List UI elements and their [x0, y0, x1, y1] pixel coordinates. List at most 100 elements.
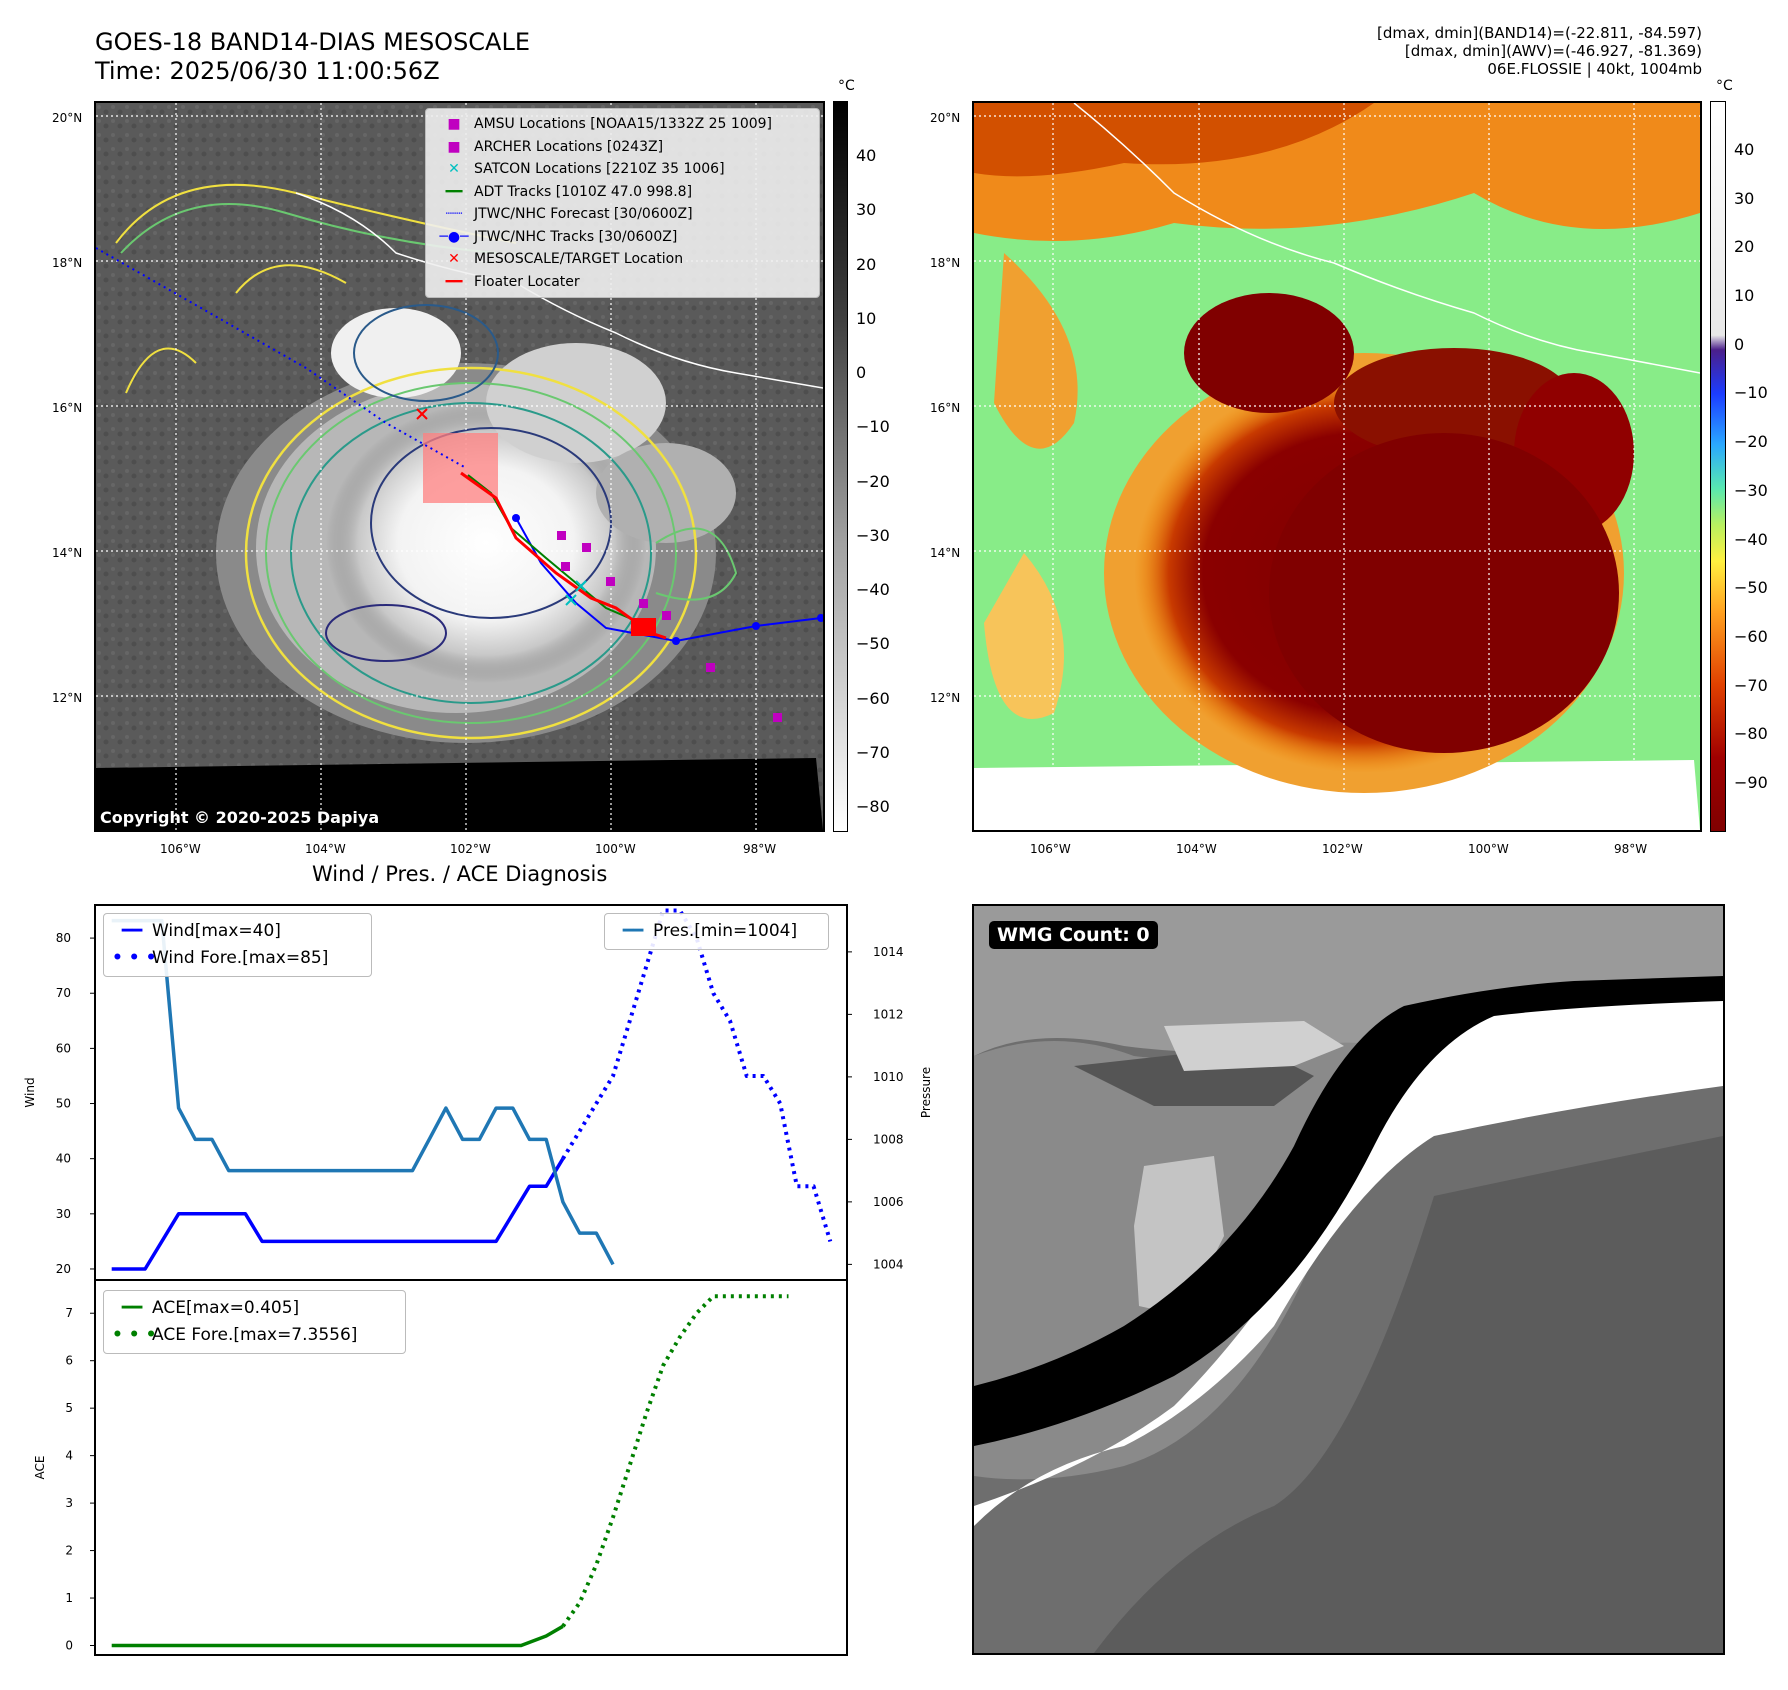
- lat-label-r-14: 14°N: [930, 546, 961, 560]
- ace-ytick-label: 7: [65, 1306, 73, 1320]
- colorbar-left: [833, 101, 848, 832]
- series-line-ace: [111, 1624, 564, 1648]
- colorbar-right-tick: −50: [1734, 578, 1768, 598]
- colorbar-right-tick: −90: [1734, 773, 1768, 792]
- pres-ytick-label: 1014: [873, 945, 904, 959]
- colorbar-right-tick: −40: [1734, 529, 1768, 549]
- pres-legend: ━━ Pres.[min=1004]: [604, 913, 829, 950]
- colorbar-right-tick: 40: [1734, 140, 1755, 159]
- colorbar-right-tick: −60: [1734, 626, 1768, 646]
- legend-jtwc: ─●─ JTWC/NHC Tracks [30/0600Z]: [439, 228, 678, 245]
- wind-ytick-label: 50: [56, 1097, 71, 1111]
- pres-ytick-label: 1012: [873, 1007, 904, 1021]
- colorbar-right: [1710, 101, 1726, 832]
- colorbar-right-tick: −70: [1734, 675, 1768, 695]
- awv-map-image: [974, 103, 1700, 830]
- colorbar-right-tick: −20: [1734, 432, 1768, 452]
- info-block: [dmax, dmin](BAND14)=(-22.811, -84.597) …: [1377, 24, 1702, 78]
- wind-legend: ━━ Wind[max=40] • • • Wind Fore.[max=85]: [103, 913, 372, 977]
- lat-label-18: 18°N: [52, 256, 83, 270]
- ace-ytick-label: 3: [65, 1496, 73, 1510]
- lat-label-r-20: 20°N: [930, 111, 961, 125]
- ace-ylabel: ACE: [33, 1456, 47, 1480]
- ace-ytick-label: 6: [65, 1354, 73, 1368]
- legend-forecast: ┈┈ JTWC/NHC Forecast [30/0600Z]: [445, 206, 693, 222]
- lon-label-98: 98°W: [743, 842, 777, 856]
- colorbar-left-tick: −80: [856, 797, 890, 816]
- copyright: Copyright © 2020-2025 Dapiya: [100, 808, 380, 827]
- legend-wind-fore: • • • Wind Fore.[max=85]: [112, 948, 329, 968]
- lat-label-r-12: 12°N: [930, 691, 961, 705]
- lat-label-r-16: 16°N: [930, 401, 961, 415]
- wind-ytick-label: 40: [56, 1152, 71, 1166]
- info-line2: [dmax, dmin](AWV)=(-46.927, -81.369): [1404, 42, 1702, 60]
- lon-label-104: 104°W: [305, 842, 346, 856]
- legend-ace: ━━ ACE[max=0.405]: [121, 1298, 300, 1318]
- series-line-wind: [111, 1157, 565, 1271]
- ace-ytick-label: 5: [65, 1401, 73, 1415]
- wind-ytick-label: 70: [56, 986, 71, 1000]
- legend-archer: ■ ARCHER Locations [0243Z]: [447, 138, 664, 155]
- colorbar-left-tick: −60: [856, 688, 890, 708]
- colorbar-left-unit: °C: [838, 78, 855, 94]
- colorbar-left-tick: 0: [856, 363, 867, 382]
- pres-ytick-label: 1008: [873, 1132, 904, 1146]
- lon-label-r-104: 104°W: [1176, 842, 1217, 856]
- colorbar-left-tick: −10: [856, 417, 890, 437]
- lon-label-r-98: 98°W: [1614, 842, 1648, 856]
- legend-amsu: ■ AMSU Locations [NOAA15/1332Z 25 1009]: [447, 116, 773, 132]
- colorbar-left-tick: 40: [856, 146, 877, 165]
- lon-label-r-106: 106°W: [1030, 842, 1071, 856]
- colorbar-left-tick: −70: [856, 742, 890, 762]
- ace-ytick-label: 2: [65, 1544, 73, 1558]
- legend-satcon: ✕ SATCON Locations [2210Z 35 1006]: [448, 161, 725, 177]
- colorbar-right-unit: °C: [1716, 78, 1733, 94]
- map-legend: ■ AMSU Locations [NOAA15/1332Z 25 1009] ■…: [425, 108, 820, 298]
- pres-ytick-label: 1010: [873, 1070, 904, 1084]
- colorbar-left-tick: 30: [856, 200, 877, 220]
- pres-ytick-label: 1006: [873, 1195, 904, 1209]
- colorbar-left-tick: 10: [856, 308, 877, 328]
- wind-ytick-label: 60: [56, 1041, 71, 1055]
- lon-label-102: 102°W: [450, 842, 491, 856]
- main-title: GOES-18 BAND14-DIAS MESOSCALE Time: 2025…: [95, 28, 530, 86]
- series-line-pres-: [111, 918, 615, 1266]
- lat-label-16: 16°N: [52, 401, 83, 415]
- wmg-image: [974, 906, 1723, 1653]
- wmg-count-badge: WMG Count: 0: [989, 921, 1158, 949]
- wind-title: Wind / Pres. / ACE Diagnosis: [312, 862, 608, 886]
- colorbar-right-tick: −80: [1734, 724, 1768, 744]
- title-line2: Time: 2025/06/30 11:00:56Z: [95, 57, 440, 85]
- lon-label-100: 100°W: [595, 842, 636, 856]
- lon-label-106: 106°W: [160, 842, 201, 856]
- wind-ytick-label: 20: [56, 1262, 71, 1276]
- legend-floater: ━━ Floater Locater: [445, 273, 580, 290]
- lat-label-14: 14°N: [52, 546, 83, 560]
- lon-label-r-102: 102°W: [1322, 842, 1363, 856]
- legend-adt: ━━ ADT Tracks [1010Z 47.0 998.8]: [445, 183, 693, 200]
- colorbar-right-tick: −30: [1734, 480, 1768, 500]
- wind-ytick-label: 30: [56, 1207, 71, 1221]
- ace-legend: ━━ ACE[max=0.405] • • • ACE Fore.[max=7.35…: [103, 1290, 406, 1354]
- pres-ylabel: Pressure: [919, 1067, 930, 1118]
- colorbar-right-tick: −10: [1734, 383, 1768, 403]
- colorbar-right-tick: 30: [1734, 188, 1755, 208]
- lon-label-r-100: 100°W: [1468, 842, 1509, 856]
- legend-ace-fore: • • • ACE Fore.[max=7.3556]: [112, 1325, 358, 1345]
- wind-ylabel: Wind: [23, 1077, 37, 1107]
- colorbar-left-tick: −40: [856, 580, 890, 599]
- colorbar-left-tick: −30: [856, 525, 890, 545]
- lat-label-r-18: 18°N: [930, 256, 961, 270]
- ace-ytick-label: 0: [65, 1639, 73, 1653]
- title-line1: GOES-18 BAND14-DIAS MESOSCALE: [95, 28, 531, 56]
- legend-target: ✕ MESOSCALE/TARGET Location: [448, 251, 684, 267]
- colorbar-left-tick: −50: [856, 634, 890, 654]
- colorbar-right-tick: 10: [1734, 286, 1755, 306]
- ace-ytick-label: 1: [65, 1591, 73, 1605]
- colorbar-right-tick: 0: [1734, 334, 1745, 354]
- lat-label-20: 20°N: [52, 111, 83, 125]
- legend-pres: ━━ Pres.[min=1004]: [622, 921, 798, 941]
- wmg-panel: [972, 904, 1725, 1655]
- pres-ytick-label: 1004: [873, 1257, 904, 1271]
- ace-ytick-label: 4: [65, 1449, 73, 1463]
